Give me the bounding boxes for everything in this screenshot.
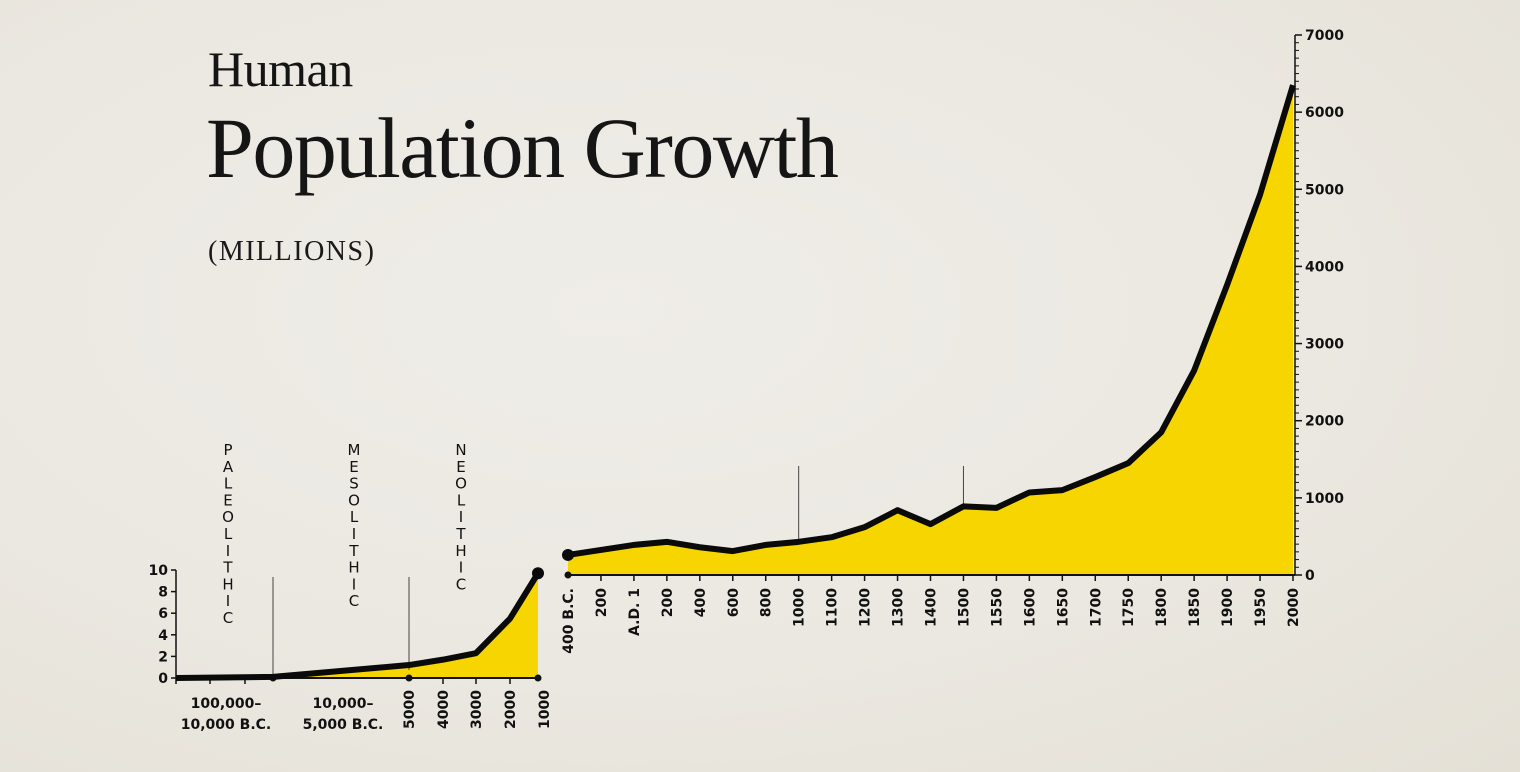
era-label-mesolithic-letter: T xyxy=(348,542,359,560)
chart-title-line1: Human xyxy=(208,41,353,97)
right-x-tick-label: 1750 xyxy=(1121,588,1137,627)
era-label-mesolithic-letter: L xyxy=(350,508,359,526)
right-x-tick-label: 400 B.C. xyxy=(561,588,577,654)
right-x-tick-label: 600 xyxy=(726,588,742,617)
left-x-tick-label: 1000 xyxy=(537,690,553,729)
right-start-dot xyxy=(562,548,574,561)
era-label-paleolithic-letter: H xyxy=(222,575,233,593)
era-label-paleolithic-letter: E xyxy=(223,491,232,509)
right-x-tick-label: 200 xyxy=(660,588,676,617)
right-y-tick-label: 3000 xyxy=(1305,337,1344,353)
right-y-tick-label: 2000 xyxy=(1305,414,1344,430)
left-x-label-mesolithic-l2: 5,000 B.C. xyxy=(303,717,384,733)
era-label-mesolithic-letter: S xyxy=(349,475,359,493)
era-label-mesolithic-letter: H xyxy=(348,559,359,577)
era-label-neolithic-letter: L xyxy=(457,491,466,509)
left-x-label-mesolithic-l1: 10,000– xyxy=(312,696,373,712)
left-y-tick-label: 0 xyxy=(158,671,168,687)
left-x-marker-dot xyxy=(405,674,413,682)
right-x-tick-label: 1600 xyxy=(1022,588,1038,627)
left-y-tick-label: 6 xyxy=(158,606,168,622)
era-label-paleolithic-letter: O xyxy=(222,508,234,526)
right-x-tick-label: 1200 xyxy=(858,588,874,627)
right-x-tick-label: 1300 xyxy=(891,588,907,627)
left-x-tick-label: 5000 xyxy=(402,690,418,729)
era-label-paleolithic-letter: L xyxy=(224,475,233,493)
left-y-tick-label: 10 xyxy=(149,563,169,579)
right-x-tick-label: 1900 xyxy=(1220,588,1236,627)
right-x-tick-label: 2000 xyxy=(1286,588,1302,627)
era-label-paleolithic-letter: T xyxy=(222,559,233,577)
right-y-tick-label: 4000 xyxy=(1305,259,1344,275)
right-x-tick-label: 800 xyxy=(759,588,775,617)
era-label-neolithic-letter: C xyxy=(456,575,466,593)
right-x-tick-label: 1800 xyxy=(1154,588,1170,627)
era-label-mesolithic-letter: M xyxy=(348,441,361,459)
left-x-marker-dot xyxy=(534,674,542,682)
era-label-paleolithic-letter: L xyxy=(224,525,233,543)
era-label-neolithic-letter: T xyxy=(455,525,466,543)
era-label-neolithic-letter: H xyxy=(455,542,466,560)
left-y-tick-label: 2 xyxy=(158,649,168,665)
right-x-tick-label: 1850 xyxy=(1187,588,1203,627)
right-x-tick-label: 1100 xyxy=(825,588,841,627)
era-label-mesolithic-letter: I xyxy=(352,575,356,593)
right-population-line xyxy=(567,84,1296,558)
right-x-tick-label: 400 xyxy=(693,588,709,617)
era-label-neolithic-letter: I xyxy=(459,508,463,526)
era-label-paleolithic-letter: P xyxy=(223,441,232,459)
right-x-tick-label: 1700 xyxy=(1088,588,1104,627)
right-x-tick-label: 1650 xyxy=(1055,588,1071,627)
era-label-mesolithic-letter: O xyxy=(348,491,360,509)
era-label-paleolithic-letter: I xyxy=(226,592,230,610)
era-label-neolithic-letter: N xyxy=(455,441,466,459)
left-x-label-paleolithic-l2: 10,000 B.C. xyxy=(181,717,271,733)
left-x-tick-label: 4000 xyxy=(436,690,452,729)
right-x-tick-label: 1950 xyxy=(1253,588,1269,627)
right-x-start-dot xyxy=(564,571,572,579)
right-x-tick-label: 1000 xyxy=(792,588,808,627)
left-end-dot xyxy=(532,567,544,580)
left-y-tick-label: 8 xyxy=(158,585,168,601)
right-y-tick-label: 7000 xyxy=(1305,28,1344,44)
right-y-tick-label: 6000 xyxy=(1305,105,1344,121)
left-area-fill xyxy=(176,573,538,678)
era-label-neolithic-letter: E xyxy=(456,458,465,476)
left-x-label-paleolithic-l1: 100,000– xyxy=(191,696,262,712)
era-label-paleolithic-letter: C xyxy=(223,609,233,627)
right-y-tick-label: 5000 xyxy=(1305,182,1344,198)
right-y-tick-label: 1000 xyxy=(1305,491,1344,507)
left-population-line xyxy=(175,571,541,681)
era-label-paleolithic-letter: A xyxy=(223,458,234,476)
chart-unit-label: (MILLIONS) xyxy=(208,236,376,267)
era-label-neolithic-letter: I xyxy=(459,559,463,577)
right-x-tick-label: 1400 xyxy=(924,588,940,627)
era-label-mesolithic-letter: E xyxy=(349,458,358,476)
right-area-fill xyxy=(568,85,1293,576)
era-label-mesolithic-letter: C xyxy=(349,592,359,610)
right-x-tick-label: 200 xyxy=(594,588,610,617)
right-x-tick-label: 1500 xyxy=(956,588,972,627)
era-label-neolithic-letter: O xyxy=(455,475,467,493)
left-x-tick-label: 2000 xyxy=(503,690,519,729)
left-x-tick-label: 3000 xyxy=(469,690,485,729)
left-y-tick-label: 4 xyxy=(158,628,168,644)
right-x-tick-label: A.D. 1 xyxy=(627,588,643,636)
era-label-mesolithic-letter: I xyxy=(352,525,356,543)
chart-title-line2: Population Growth xyxy=(206,100,839,196)
era-label-paleolithic-letter: I xyxy=(226,542,230,560)
right-x-tick-label: 1550 xyxy=(989,588,1005,627)
right-y-tick-label: 0 xyxy=(1305,568,1315,584)
